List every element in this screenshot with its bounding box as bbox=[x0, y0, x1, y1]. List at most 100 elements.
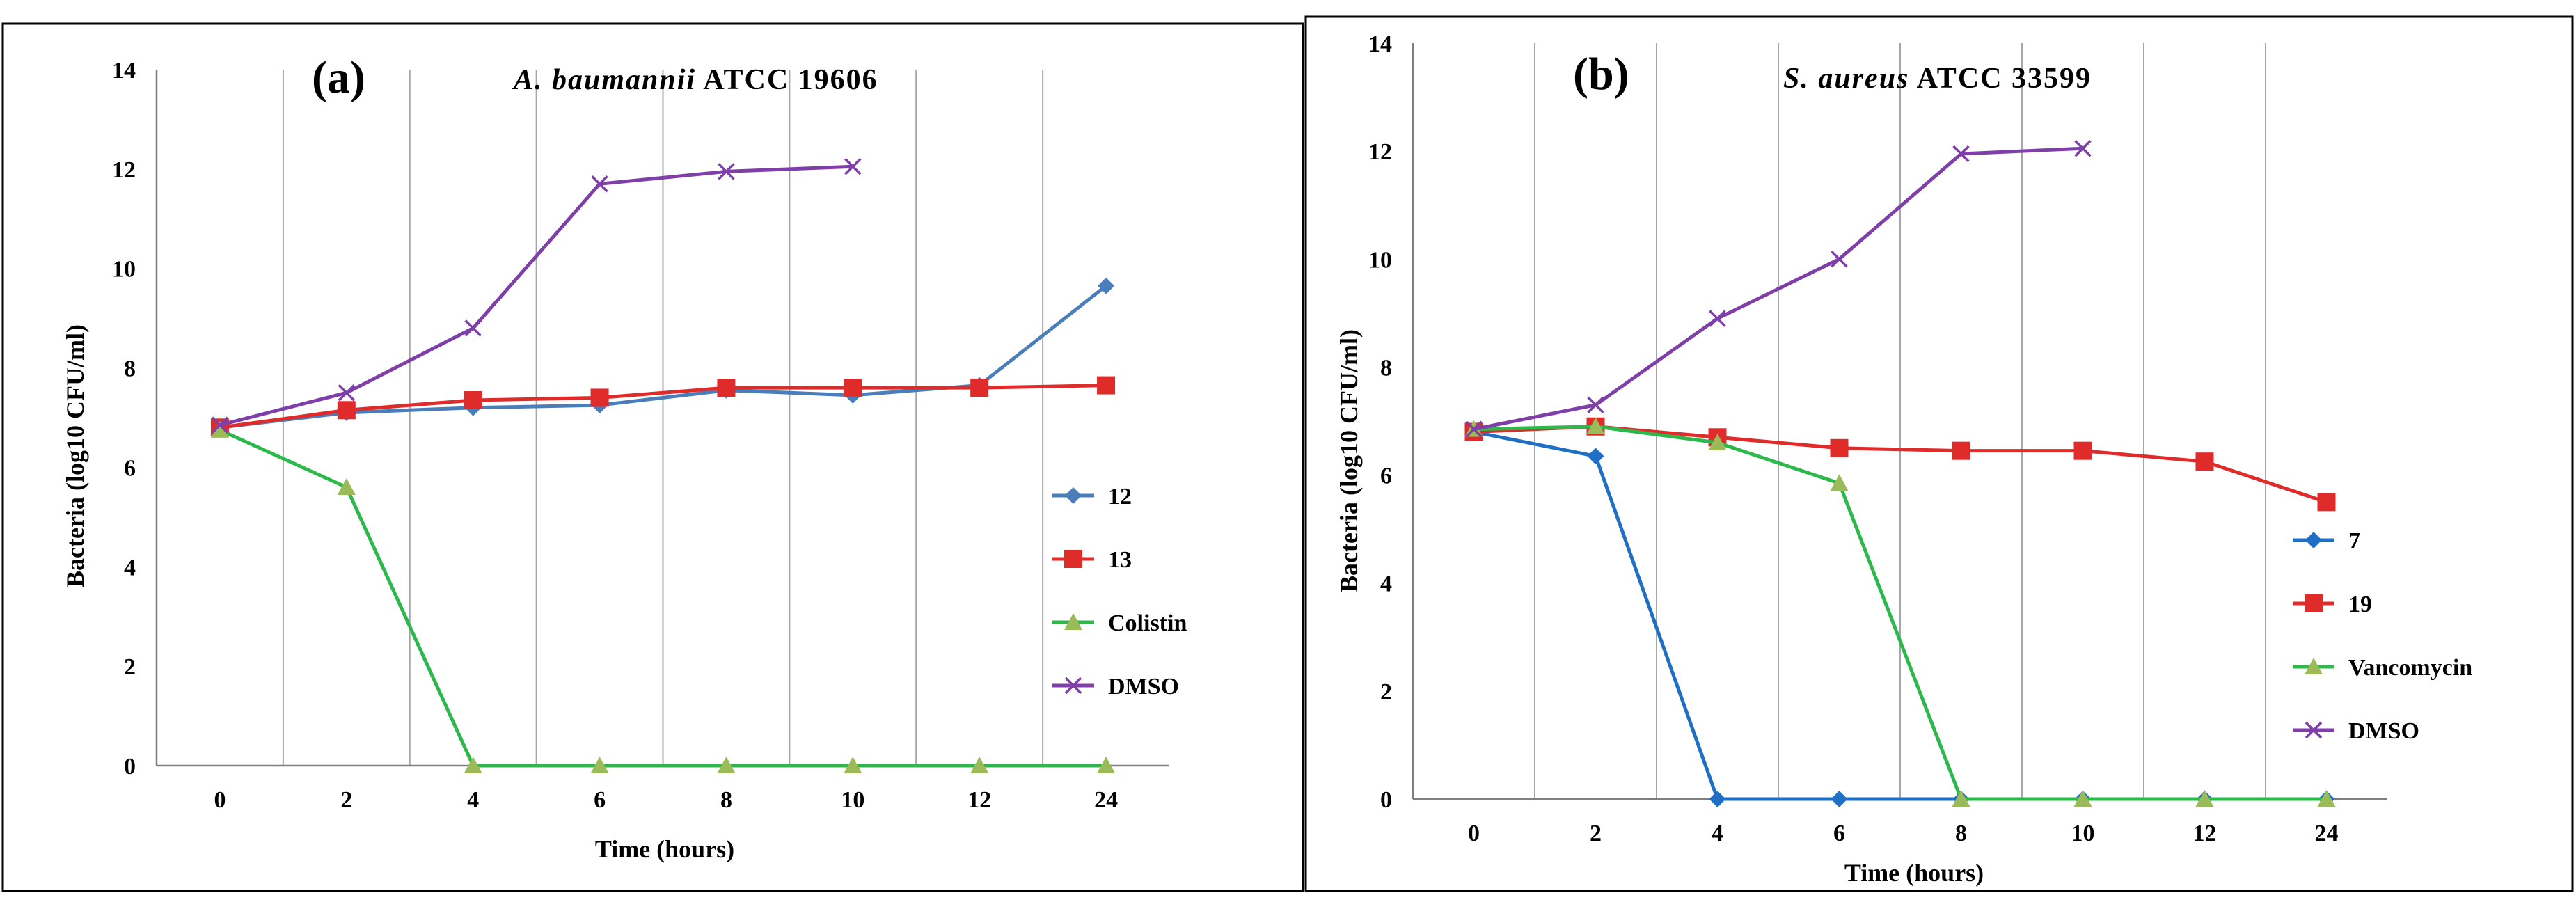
panel-b-legend-swatch-marker bbox=[2305, 721, 2323, 739]
panel-b-label: (b) bbox=[1573, 49, 1629, 100]
panel-a-x-tick-label: 12 bbox=[967, 787, 991, 813]
panel-a-legend-swatch-marker bbox=[1064, 677, 1082, 695]
panel-a-title: A. baumannii ATCC 19606 bbox=[512, 64, 878, 96]
panel-a-legend-label: DMSO bbox=[1108, 674, 1179, 699]
panel-b-data-point-7 bbox=[1709, 791, 1726, 807]
panel-a-x-ticks: 0 2 4 6 8 10 12 24 bbox=[214, 787, 1118, 813]
panel-a-x-tick-label: 2 bbox=[340, 787, 352, 813]
panel-b-legend-item-19: 19 bbox=[2293, 592, 2372, 617]
panel-b-y-tick-label: 0 bbox=[1380, 787, 1392, 813]
panel-a-legend-swatch-marker bbox=[1065, 487, 1082, 504]
panel-b-title: S. aureus ATCC 33599 bbox=[1783, 63, 2092, 95]
panel-b-data-point-vancomycin bbox=[2195, 790, 2214, 807]
panel-a-data-point-12 bbox=[1098, 277, 1115, 294]
panel-b-y-tick-label: 4 bbox=[1380, 571, 1392, 597]
panel-a-data-point-colistin bbox=[337, 478, 356, 495]
panel-b-data-point-dmso bbox=[1831, 251, 1848, 268]
panel-b-data-point-vancomycin bbox=[1586, 417, 1605, 434]
panel-b-title-species: S. aureus bbox=[1783, 63, 1909, 95]
panel-b-data-point-19 bbox=[2195, 452, 2214, 471]
panel-a-legend-swatch-marker bbox=[1064, 550, 1082, 568]
panel-a-x-tick-label: 0 bbox=[214, 787, 226, 813]
panel-b-legend-label: Vancomycin bbox=[2348, 655, 2472, 681]
panel-a-data-point-colistin bbox=[844, 757, 862, 773]
panel-b-y-tick-label: 8 bbox=[1380, 355, 1392, 381]
panel-a-data-point-13 bbox=[717, 379, 736, 397]
panel-a-y-tick-label: 8 bbox=[124, 356, 136, 382]
panel-b-legend-item-dmso: DMSO bbox=[2293, 718, 2419, 744]
panel-b-data-point-dmso bbox=[1952, 145, 1970, 163]
panel-b-x-ticks: 0 2 4 6 8 10 12 24 bbox=[1468, 821, 2339, 846]
panel-b-legend-label: 7 bbox=[2348, 528, 2360, 554]
panel-a-series bbox=[210, 158, 1116, 773]
panel-b-series-line-vancomycin bbox=[1473, 425, 2327, 801]
panel-a-x-tick-label: 4 bbox=[467, 787, 479, 813]
panel-a-y-tick-label: 0 bbox=[124, 754, 136, 780]
panel-a-label: (a) bbox=[312, 52, 365, 103]
panel-a-data-point-dmso bbox=[464, 319, 482, 337]
panel-b-data-point-vancomycin bbox=[1830, 474, 1849, 491]
panel-b-legend-item-vancomycin: Vancomycin bbox=[2293, 655, 2472, 681]
panel-a-frame bbox=[1, 22, 1304, 892]
panel-a-legend-item-dmso: DMSO bbox=[1052, 674, 1179, 699]
panel-a-y-tick-label: 2 bbox=[124, 654, 136, 680]
panel-b-data-point-vancomycin bbox=[2073, 790, 2092, 807]
panel-b-x-tick-label: 0 bbox=[1468, 821, 1480, 846]
panel-a-series-dmso bbox=[211, 158, 862, 434]
panel-a-data-point-13 bbox=[1097, 376, 1116, 395]
panel-b-series-dmso bbox=[1465, 140, 2092, 438]
panel-a-data-point-colistin bbox=[590, 757, 609, 773]
panel-a-data-point-dmso bbox=[591, 175, 608, 193]
panel-a-title-species: A. baumannii bbox=[512, 64, 696, 96]
panel-b-y-tick-label: 14 bbox=[1368, 31, 1392, 57]
panel-b-data-point-19 bbox=[1830, 438, 1849, 457]
panel-a-data-point-13 bbox=[590, 388, 609, 407]
panel-a-x-tick-label: 6 bbox=[594, 787, 606, 813]
panel-a-y-tick-label: 14 bbox=[112, 58, 136, 84]
panel-b-x-axis-title: Time (hours) bbox=[1844, 859, 1984, 887]
panel-a-legend-label: 12 bbox=[1108, 484, 1132, 509]
panel-b-legend-swatch-marker bbox=[2305, 594, 2323, 612]
panel-b-x-tick-label: 24 bbox=[2315, 821, 2339, 846]
panel-a-series-colistin bbox=[210, 420, 1116, 773]
panel-b-data-point-dmso bbox=[1465, 420, 1483, 438]
panel-a-x-tick-label: 24 bbox=[1094, 787, 1118, 813]
panel-b-data-point-7 bbox=[1831, 791, 1848, 807]
panel-b-legend-swatch-marker bbox=[2305, 658, 2323, 674]
panel-a-y-tick-label: 12 bbox=[112, 157, 136, 183]
panel-a-legend: 12 13 Colistin DMSO bbox=[1052, 484, 1187, 699]
panel-b-x-tick-label: 4 bbox=[1712, 821, 1723, 846]
panel-b-data-point-19 bbox=[1952, 441, 1970, 460]
panel-b-data-point-7 bbox=[1587, 448, 1604, 465]
panel-b-x-tick-label: 8 bbox=[1955, 821, 1967, 846]
panel-b-y-tick-label: 6 bbox=[1380, 464, 1392, 489]
panel-a-data-point-colistin bbox=[464, 757, 482, 773]
panel-b-data-point-19 bbox=[2317, 493, 2336, 512]
panel-b-x-tick-label: 6 bbox=[1833, 821, 1845, 846]
panel-a-y-axis-title: Bacteria (log10 CFU/ml) bbox=[61, 324, 89, 587]
panel-b-data-point-vancomycin bbox=[1952, 790, 1970, 807]
panel-a-data-point-dmso bbox=[844, 158, 862, 175]
panel-a-x-tick-label: 10 bbox=[841, 787, 864, 813]
panel-a-y-tick-label: 4 bbox=[124, 555, 136, 580]
panel-b-x-tick-label: 2 bbox=[1590, 821, 1602, 846]
panel-b-x-tick-label: 12 bbox=[2193, 821, 2217, 846]
panel-b-data-point-19 bbox=[2073, 441, 2092, 460]
panel-b-x-tick-label: 10 bbox=[2071, 821, 2095, 846]
panel-a-y-tick-label: 6 bbox=[124, 455, 136, 481]
panel-b-series-line-dmso bbox=[1473, 146, 2083, 432]
panel-a-data-point-13 bbox=[337, 401, 356, 420]
panel-a-legend-item-13: 13 bbox=[1052, 547, 1132, 573]
panel-a-legend-label: 13 bbox=[1108, 547, 1132, 573]
panel-a-data-point-dmso bbox=[211, 416, 229, 434]
panel-b-y-axis-title: Bacteria (log10 CFU/ml) bbox=[1335, 329, 1363, 592]
panel-b-frame bbox=[1304, 15, 2574, 892]
panel-a-legend-swatch-marker bbox=[1064, 613, 1082, 630]
panel-b-legend: 7 19 Vancomycin DMSO bbox=[2293, 528, 2472, 744]
panel-b-data-point-dmso bbox=[2074, 140, 2092, 157]
panel-a-data-point-dmso bbox=[718, 163, 735, 180]
panel-b-y-tick-label: 12 bbox=[1368, 139, 1392, 165]
panel-a-gridlines bbox=[282, 70, 1044, 766]
panel-b-y-tick-label: 10 bbox=[1368, 247, 1392, 273]
